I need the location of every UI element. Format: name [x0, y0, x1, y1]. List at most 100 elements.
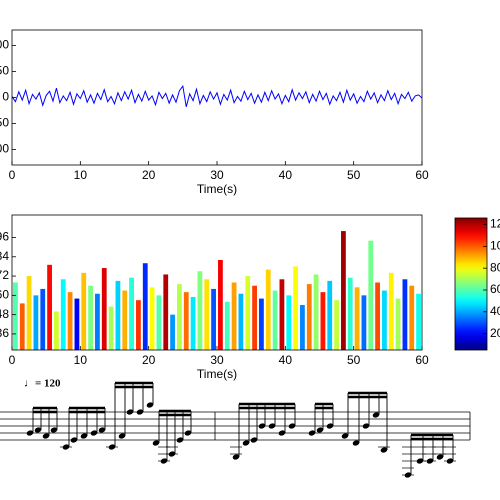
bar	[320, 292, 326, 350]
x-axis-label: Time(s)	[197, 367, 237, 381]
x-axis-label: Time(s)	[197, 182, 237, 196]
note-head	[146, 402, 154, 408]
bar	[136, 300, 141, 350]
bar	[388, 272, 394, 350]
plot-area	[13, 231, 421, 350]
note-head	[118, 433, 126, 439]
note-head	[90, 430, 98, 436]
bar	[334, 300, 339, 350]
bar	[368, 240, 374, 350]
bar	[224, 301, 230, 350]
colorbar-tick-label: 120	[490, 217, 500, 231]
bar	[218, 260, 223, 350]
bar	[74, 298, 80, 350]
note-head	[152, 440, 160, 446]
bar	[211, 288, 216, 350]
bar	[156, 295, 162, 350]
note-head	[352, 440, 360, 446]
bar	[33, 295, 39, 350]
bar	[88, 285, 93, 350]
y-tick-label: 48	[0, 307, 9, 321]
note-head	[70, 437, 78, 443]
bar	[293, 266, 298, 350]
note-head	[316, 427, 324, 433]
bar	[170, 314, 175, 350]
bar	[272, 290, 278, 350]
bar	[252, 285, 257, 350]
colorbar-tick-label: 80	[490, 260, 500, 274]
note-head	[80, 433, 88, 439]
bar	[306, 284, 312, 350]
note-head	[184, 430, 192, 436]
y-tick-label: 0	[2, 90, 9, 104]
note-head	[176, 437, 184, 443]
bar	[375, 282, 380, 350]
note-head	[126, 409, 134, 415]
note-head	[308, 430, 316, 436]
x-tick-label: 60	[415, 168, 429, 182]
bar	[40, 288, 46, 350]
bar	[341, 231, 346, 350]
x-tick-label: 40	[279, 353, 293, 367]
bar	[327, 280, 333, 350]
x-tick-label: 10	[74, 353, 88, 367]
colorbar-tick-label: 60	[490, 282, 500, 296]
bar	[190, 296, 196, 350]
x-tick-label: 60	[415, 353, 429, 367]
y-tick-label: 60	[0, 288, 9, 302]
bar	[19, 303, 25, 350]
bar	[231, 282, 237, 350]
y-tick-label: 84	[0, 249, 9, 263]
axes-box	[11, 214, 423, 351]
bar	[409, 285, 415, 350]
bar	[313, 274, 319, 350]
note-head	[326, 423, 334, 429]
bar	[347, 277, 353, 350]
bar	[279, 279, 285, 350]
bar	[13, 282, 18, 350]
bar	[81, 272, 87, 350]
x-tick-label: 30	[210, 168, 224, 182]
note-head	[26, 430, 34, 436]
note-head	[341, 433, 349, 439]
note-head	[34, 427, 42, 433]
bar	[142, 263, 148, 350]
bar	[129, 277, 134, 350]
bar	[354, 287, 360, 350]
bar	[149, 287, 155, 350]
bar	[108, 306, 114, 350]
bar	[265, 269, 271, 350]
x-tick-label: 40	[279, 168, 293, 182]
bar	[101, 268, 107, 350]
bar	[238, 293, 244, 350]
bar	[300, 305, 305, 350]
signal-line	[12, 84, 422, 107]
bar	[26, 276, 32, 350]
note-head	[288, 423, 296, 429]
bar	[416, 293, 421, 350]
bar	[183, 292, 189, 350]
bar	[259, 298, 264, 350]
x-tick-label: 0	[9, 168, 16, 182]
note-head	[278, 430, 286, 436]
note-head	[362, 423, 370, 429]
bar	[245, 276, 251, 350]
note-head	[380, 447, 388, 453]
note-head	[258, 423, 266, 429]
bar	[286, 295, 292, 350]
bar	[60, 279, 66, 350]
note-head	[42, 433, 50, 439]
y-tick-label: 96	[0, 230, 9, 244]
note-head	[268, 423, 276, 429]
bar	[47, 264, 52, 350]
note-head	[250, 437, 258, 443]
note-head	[436, 454, 444, 460]
x-tick-label: 30	[210, 353, 224, 367]
bar	[361, 295, 367, 350]
colorbar	[454, 217, 488, 351]
x-tick-label: 0	[9, 353, 16, 367]
y-tick-label: 72	[0, 268, 9, 282]
note-head	[98, 427, 106, 433]
bar	[382, 290, 387, 350]
